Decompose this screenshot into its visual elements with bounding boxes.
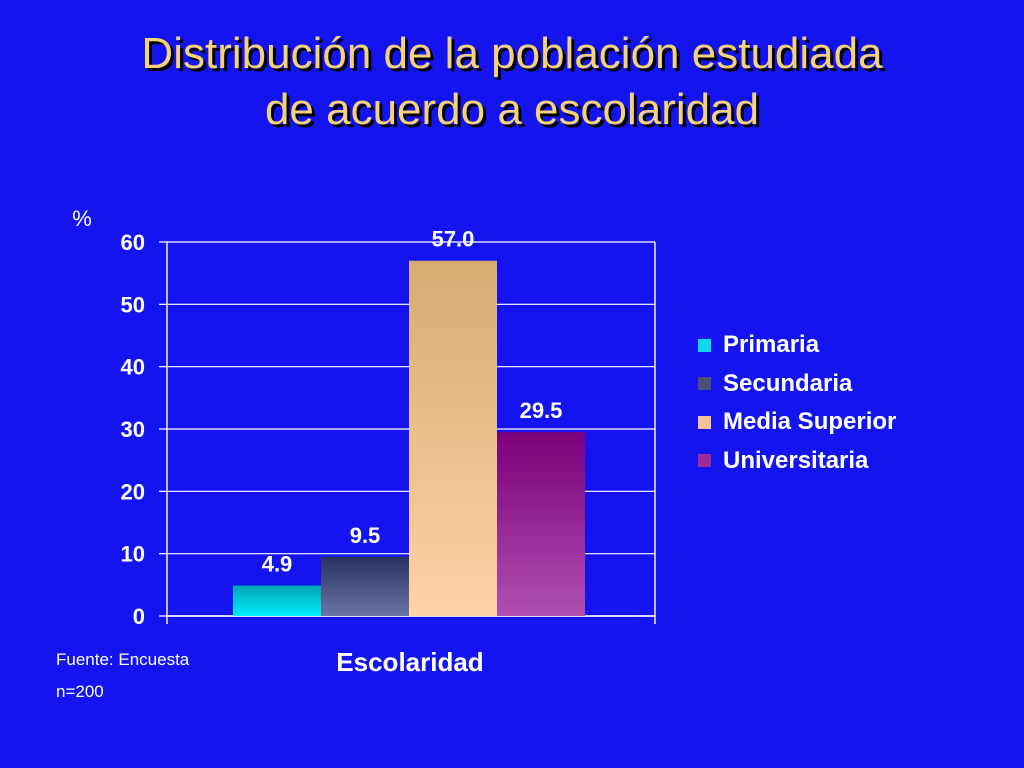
x-axis-label: Escolaridad <box>336 647 483 677</box>
y-tick-label: 60 <box>121 230 145 255</box>
legend-swatch-secundaria <box>698 377 711 391</box>
bar-secundaria <box>321 556 409 616</box>
bar-universitaria <box>497 432 585 616</box>
y-tick-label: 20 <box>121 479 145 504</box>
slide-title: Distribución de la población estudiada d… <box>0 26 1024 138</box>
sample-size-note: n=200 <box>56 682 104 701</box>
legend-label-secundaria: Secundaria <box>723 369 853 397</box>
legend-label-media-superior: Media Superior <box>723 408 897 436</box>
data-label-primaria: 4.9 <box>262 551 293 576</box>
chart-legend: Primaria Secundaria Media Superior Unive… <box>698 326 896 480</box>
data-label-universitaria: 29.5 <box>520 398 563 423</box>
y-tick-label: 40 <box>121 355 145 380</box>
y-tick-label: 30 <box>121 417 145 442</box>
legend-swatch-media-superior <box>698 415 711 429</box>
data-label-media-superior: 57.0 <box>432 227 475 252</box>
legend-label-primaria: Primaria <box>723 331 820 359</box>
y-tick-label: 10 <box>121 542 145 567</box>
source-note: Fuente: Encuesta <box>56 650 190 669</box>
legend-swatch-primaria <box>698 338 711 352</box>
legend-swatch-universitaria <box>698 454 711 468</box>
legend-label-universitaria: Universitaria <box>723 446 869 474</box>
legend-item-primaria: Primaria <box>698 326 896 365</box>
y-tick-label: 0 <box>133 604 145 629</box>
y-axis-label: % <box>72 206 92 231</box>
legend-item-universitaria: Universitaria <box>698 442 896 481</box>
bar-media-superior <box>409 260 497 616</box>
data-label-secundaria: 9.5 <box>350 523 381 548</box>
y-tick-label: 50 <box>121 292 145 317</box>
legend-item-media-superior: Media Superior <box>698 403 896 442</box>
slide-title-line-1: Distribución de la población estudiada <box>141 29 883 78</box>
slide-title-line-2: de acuerdo a escolaridad <box>264 85 760 134</box>
bar-primaria <box>233 585 321 616</box>
legend-item-secundaria: Secundaria <box>698 365 896 404</box>
